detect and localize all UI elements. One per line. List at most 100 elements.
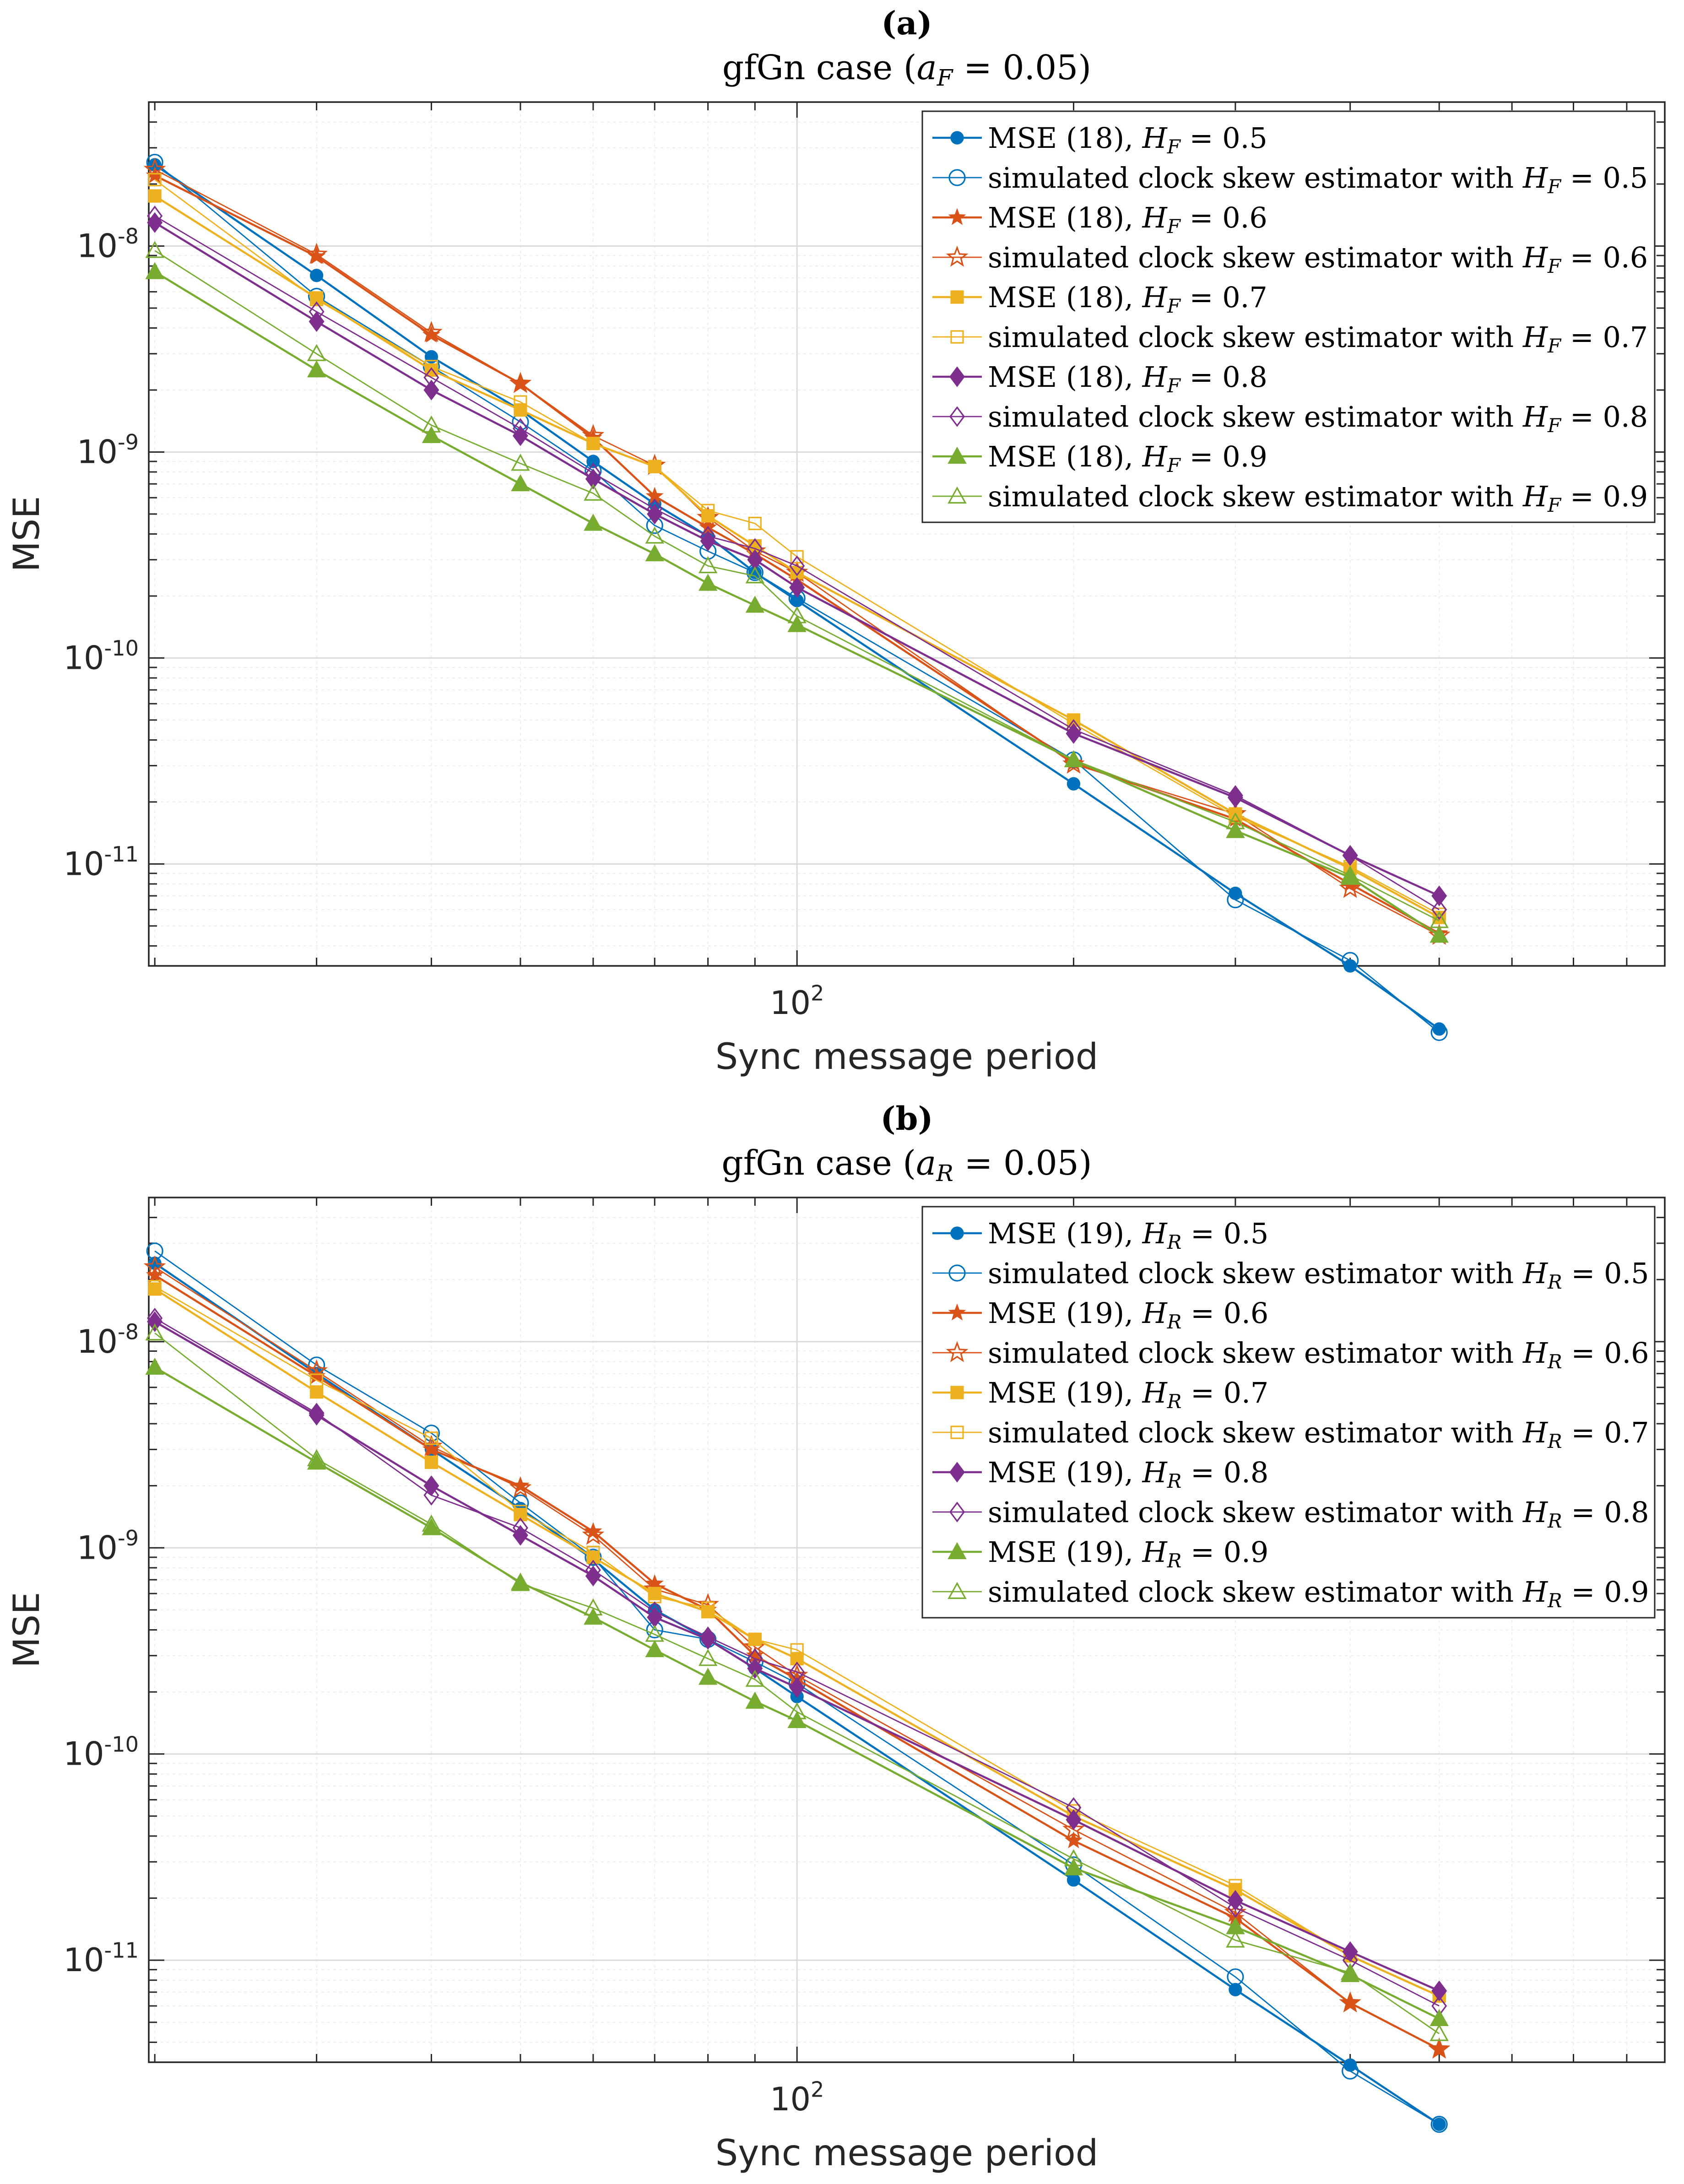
legend-label: MSE (19), HR = 0.7 xyxy=(988,1376,1268,1413)
data-point xyxy=(789,555,805,576)
series-line xyxy=(154,1286,1440,1997)
data-point xyxy=(744,1635,766,1657)
series-4 xyxy=(143,1255,1451,2059)
data-point xyxy=(1226,1917,1245,1935)
data-point xyxy=(145,1323,164,1341)
data-point xyxy=(698,1649,718,1666)
data-point xyxy=(310,293,324,306)
data-point xyxy=(514,403,527,417)
data-point xyxy=(423,379,439,401)
legend-marker xyxy=(950,1425,964,1439)
data-point xyxy=(148,173,162,187)
data-point xyxy=(1339,877,1361,898)
data-point xyxy=(584,1607,603,1625)
data-point xyxy=(145,241,164,258)
legend-label: simulated clock skew estimator with HF =… xyxy=(988,320,1648,357)
data-point xyxy=(586,437,600,450)
data-point xyxy=(422,1514,441,1532)
data-point xyxy=(307,344,326,361)
y-tick-label: 10-8 xyxy=(77,1319,139,1360)
series-group xyxy=(143,153,1451,1041)
legend-marker xyxy=(950,1386,964,1399)
y-tick-label: 10-10 xyxy=(63,1732,139,1772)
data-point xyxy=(1062,1818,1085,1839)
data-point xyxy=(1339,1991,1361,2013)
series-9 xyxy=(145,262,1449,943)
legend-marker xyxy=(950,290,964,304)
legend-marker xyxy=(950,1226,964,1240)
x-tick-label: 102 xyxy=(770,2077,824,2118)
data-point xyxy=(310,1385,324,1399)
legend-box xyxy=(921,110,1656,523)
y-tick-label: 10-9 xyxy=(77,430,139,471)
data-point xyxy=(645,1574,664,1592)
data-point xyxy=(143,1255,166,1277)
data-point xyxy=(584,483,603,501)
data-point xyxy=(1340,1963,1360,1980)
legend-label: simulated clock skew estimator with HF =… xyxy=(988,241,1648,277)
data-point xyxy=(748,516,762,531)
series-6 xyxy=(148,173,1446,921)
y-tick-label: 10-8 xyxy=(77,224,139,265)
legend-label: MSE (19), HR = 0.8 xyxy=(988,1456,1268,1492)
data-point xyxy=(787,1711,807,1728)
data-point xyxy=(582,1523,605,1545)
data-point xyxy=(790,550,804,564)
data-point xyxy=(310,269,324,282)
axes-box xyxy=(148,101,1666,967)
data-point xyxy=(701,504,715,517)
legend-entry: MSE (18), HF = 0.6 xyxy=(932,201,1267,238)
data-point xyxy=(1064,1849,1083,1866)
data-point xyxy=(148,1279,162,1294)
data-point xyxy=(1227,1968,1244,1986)
data-point xyxy=(647,1601,663,1622)
data-point xyxy=(1340,866,1360,883)
legend-marker xyxy=(949,406,965,427)
legend-entry: simulated clock skew estimator with HR =… xyxy=(932,1496,1649,1532)
data-point xyxy=(745,566,765,584)
data-point xyxy=(745,1669,765,1687)
data-point xyxy=(645,1640,664,1658)
data-point xyxy=(1226,821,1245,838)
legend-label: simulated clock skew estimator with HR =… xyxy=(988,1257,1649,1293)
legend-entry: MSE (19), HR = 0.9 xyxy=(932,1535,1268,1572)
data-point xyxy=(1229,1983,1242,1996)
data-point xyxy=(423,1485,439,1506)
series-line xyxy=(154,215,1440,910)
legend-marker xyxy=(948,169,966,186)
legend-entry: simulated clock skew estimator with HR =… xyxy=(932,1336,1649,1373)
data-point xyxy=(423,367,439,388)
data-point xyxy=(585,1560,601,1581)
data-point xyxy=(747,1648,763,1669)
series-8 xyxy=(147,1307,1447,2016)
x-axis-label: Sync message period xyxy=(715,2133,1099,2174)
data-point xyxy=(1431,1980,1447,2001)
x-tick-label: 102 xyxy=(770,981,824,1022)
ticks xyxy=(149,101,1665,966)
legend-entry: MSE (18), HF = 0.9 xyxy=(932,440,1267,477)
data-point xyxy=(420,321,443,342)
data-point xyxy=(307,360,326,378)
y-axis-label: MSE xyxy=(6,1592,48,1668)
legend-label: simulated clock skew estimator with HR =… xyxy=(988,1496,1649,1532)
series-10 xyxy=(145,241,1449,928)
legend-entry: MSE (18), HF = 0.8 xyxy=(932,360,1267,397)
panel-label: (b) xyxy=(880,1100,933,1138)
data-point xyxy=(147,1307,163,1329)
legend-marker xyxy=(948,1303,966,1321)
series-line xyxy=(154,1266,1440,2050)
data-point xyxy=(309,301,325,322)
y-tick-label: 10-11 xyxy=(63,1938,139,1979)
legend-marker xyxy=(950,131,964,145)
data-point xyxy=(1340,1965,1360,1982)
data-point xyxy=(789,1677,805,1698)
legend-marker xyxy=(948,486,967,504)
legend-entry: MSE (18), HF = 0.7 xyxy=(932,281,1267,317)
series-7 xyxy=(147,212,1447,906)
data-point xyxy=(1227,787,1243,808)
data-point xyxy=(1430,911,1449,928)
y-axis-label: MSE xyxy=(6,496,48,572)
legend-label: simulated clock skew estimator with HR =… xyxy=(988,1575,1649,1612)
data-point xyxy=(1430,926,1449,943)
legend-marker xyxy=(946,1341,969,1362)
